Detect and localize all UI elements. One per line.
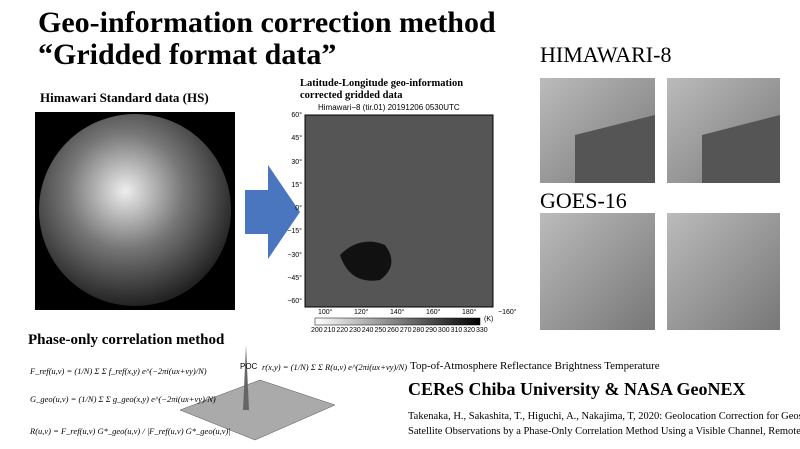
subtitle: Top-of-Atmosphere Reflectance Brightness… — [410, 360, 660, 372]
colorbar-label: 220 — [336, 327, 349, 334]
lon-label: −160° — [498, 309, 517, 316]
lat-label: 15° — [291, 181, 302, 189]
colorbar-label: 330 — [476, 327, 488, 334]
section-heading: Phase-only correlation method — [28, 332, 225, 348]
poc-peak — [243, 345, 249, 410]
colorbar — [314, 317, 481, 326]
colorbar-label: 260 — [387, 327, 399, 334]
colorbar-label: 290 — [425, 327, 437, 334]
lon-label: 180° — [462, 309, 477, 316]
title-line: “Gridded format data” — [38, 38, 337, 71]
lat-label: 30° — [291, 158, 302, 166]
lat-label: −45° — [287, 274, 302, 282]
colorbar-label: 300 — [437, 327, 450, 334]
colorbar-label: 280 — [412, 327, 425, 334]
colorbar-label: 240 — [361, 327, 374, 334]
lat-label: −60° — [287, 298, 302, 305]
equation: G_geo(u,v) = (1/N) Σ Σ g_geo(x,y) e^(−2π… — [30, 394, 216, 404]
colorbar-label: 250 — [374, 327, 387, 334]
map-title: Himawari−8 (tir.01) 20191206 0530UTC — [318, 103, 460, 112]
colorbar-label: 310 — [450, 327, 463, 334]
affiliation: CEReS Chiba University & NASA GeoNEX — [408, 379, 746, 399]
lon-label: 100° — [318, 309, 333, 316]
lat-label: 0° — [295, 205, 302, 212]
equation: R(u,v) = F_ref(u,v) G*_geo(u,v) / |F_ref… — [30, 426, 231, 436]
sat-label: HIMAWARI-8 — [540, 42, 672, 67]
sat-water — [575, 115, 780, 183]
lat-label: −30° — [287, 251, 302, 259]
lon-label: 120° — [354, 309, 369, 316]
title-line: Geo-information correction method — [38, 6, 496, 39]
lat-label: 60° — [291, 112, 302, 119]
lat-label: 45° — [291, 135, 302, 143]
citation: Takenaka, H., Sakashita, T., Higuchi, A.… — [408, 409, 800, 439]
lon-label: 160° — [426, 309, 441, 316]
lon-label: 140° — [390, 309, 405, 316]
equation: F_ref(u,v) = (1/N) Σ Σ f_ref(x,y) e^(−2π… — [30, 366, 207, 376]
sat-image — [667, 213, 780, 330]
colorbar-unit: (K) — [484, 316, 494, 323]
lat-label: −15° — [287, 228, 302, 236]
map-land — [340, 241, 392, 281]
poc-label: POC — [240, 362, 258, 371]
colorbar-label: 270 — [399, 327, 412, 334]
globe — [39, 114, 231, 306]
colorbar-label: 320 — [463, 327, 475, 334]
heading-line: Latitude-Longitude geo-information — [300, 78, 464, 89]
colorbar-label: 200 — [311, 327, 323, 334]
colorbar-label: 210 — [323, 327, 336, 334]
equation: r(x,y) = (1/N) Σ Σ R(u,v) e^(2πi(ux+vy)/… — [262, 362, 408, 372]
sat-label: GOES-16 — [540, 188, 627, 213]
panel-heading: Latitude-Longitude geo-information correc… — [300, 78, 463, 102]
map-image — [304, 114, 494, 308]
poc-surface — [179, 379, 336, 441]
sat-image — [540, 213, 655, 330]
panel-heading: Himawari Standard data (HS) — [40, 90, 209, 105]
citation-line: Satellite Observations by a Phase-Only C… — [408, 426, 800, 437]
citation-line: Takenaka, H., Sakashita, T., Higuchi, A.… — [408, 411, 800, 422]
arrow — [245, 165, 300, 259]
colorbar-label: 230 — [349, 327, 361, 334]
heading-line: corrected gridded data — [300, 90, 403, 101]
